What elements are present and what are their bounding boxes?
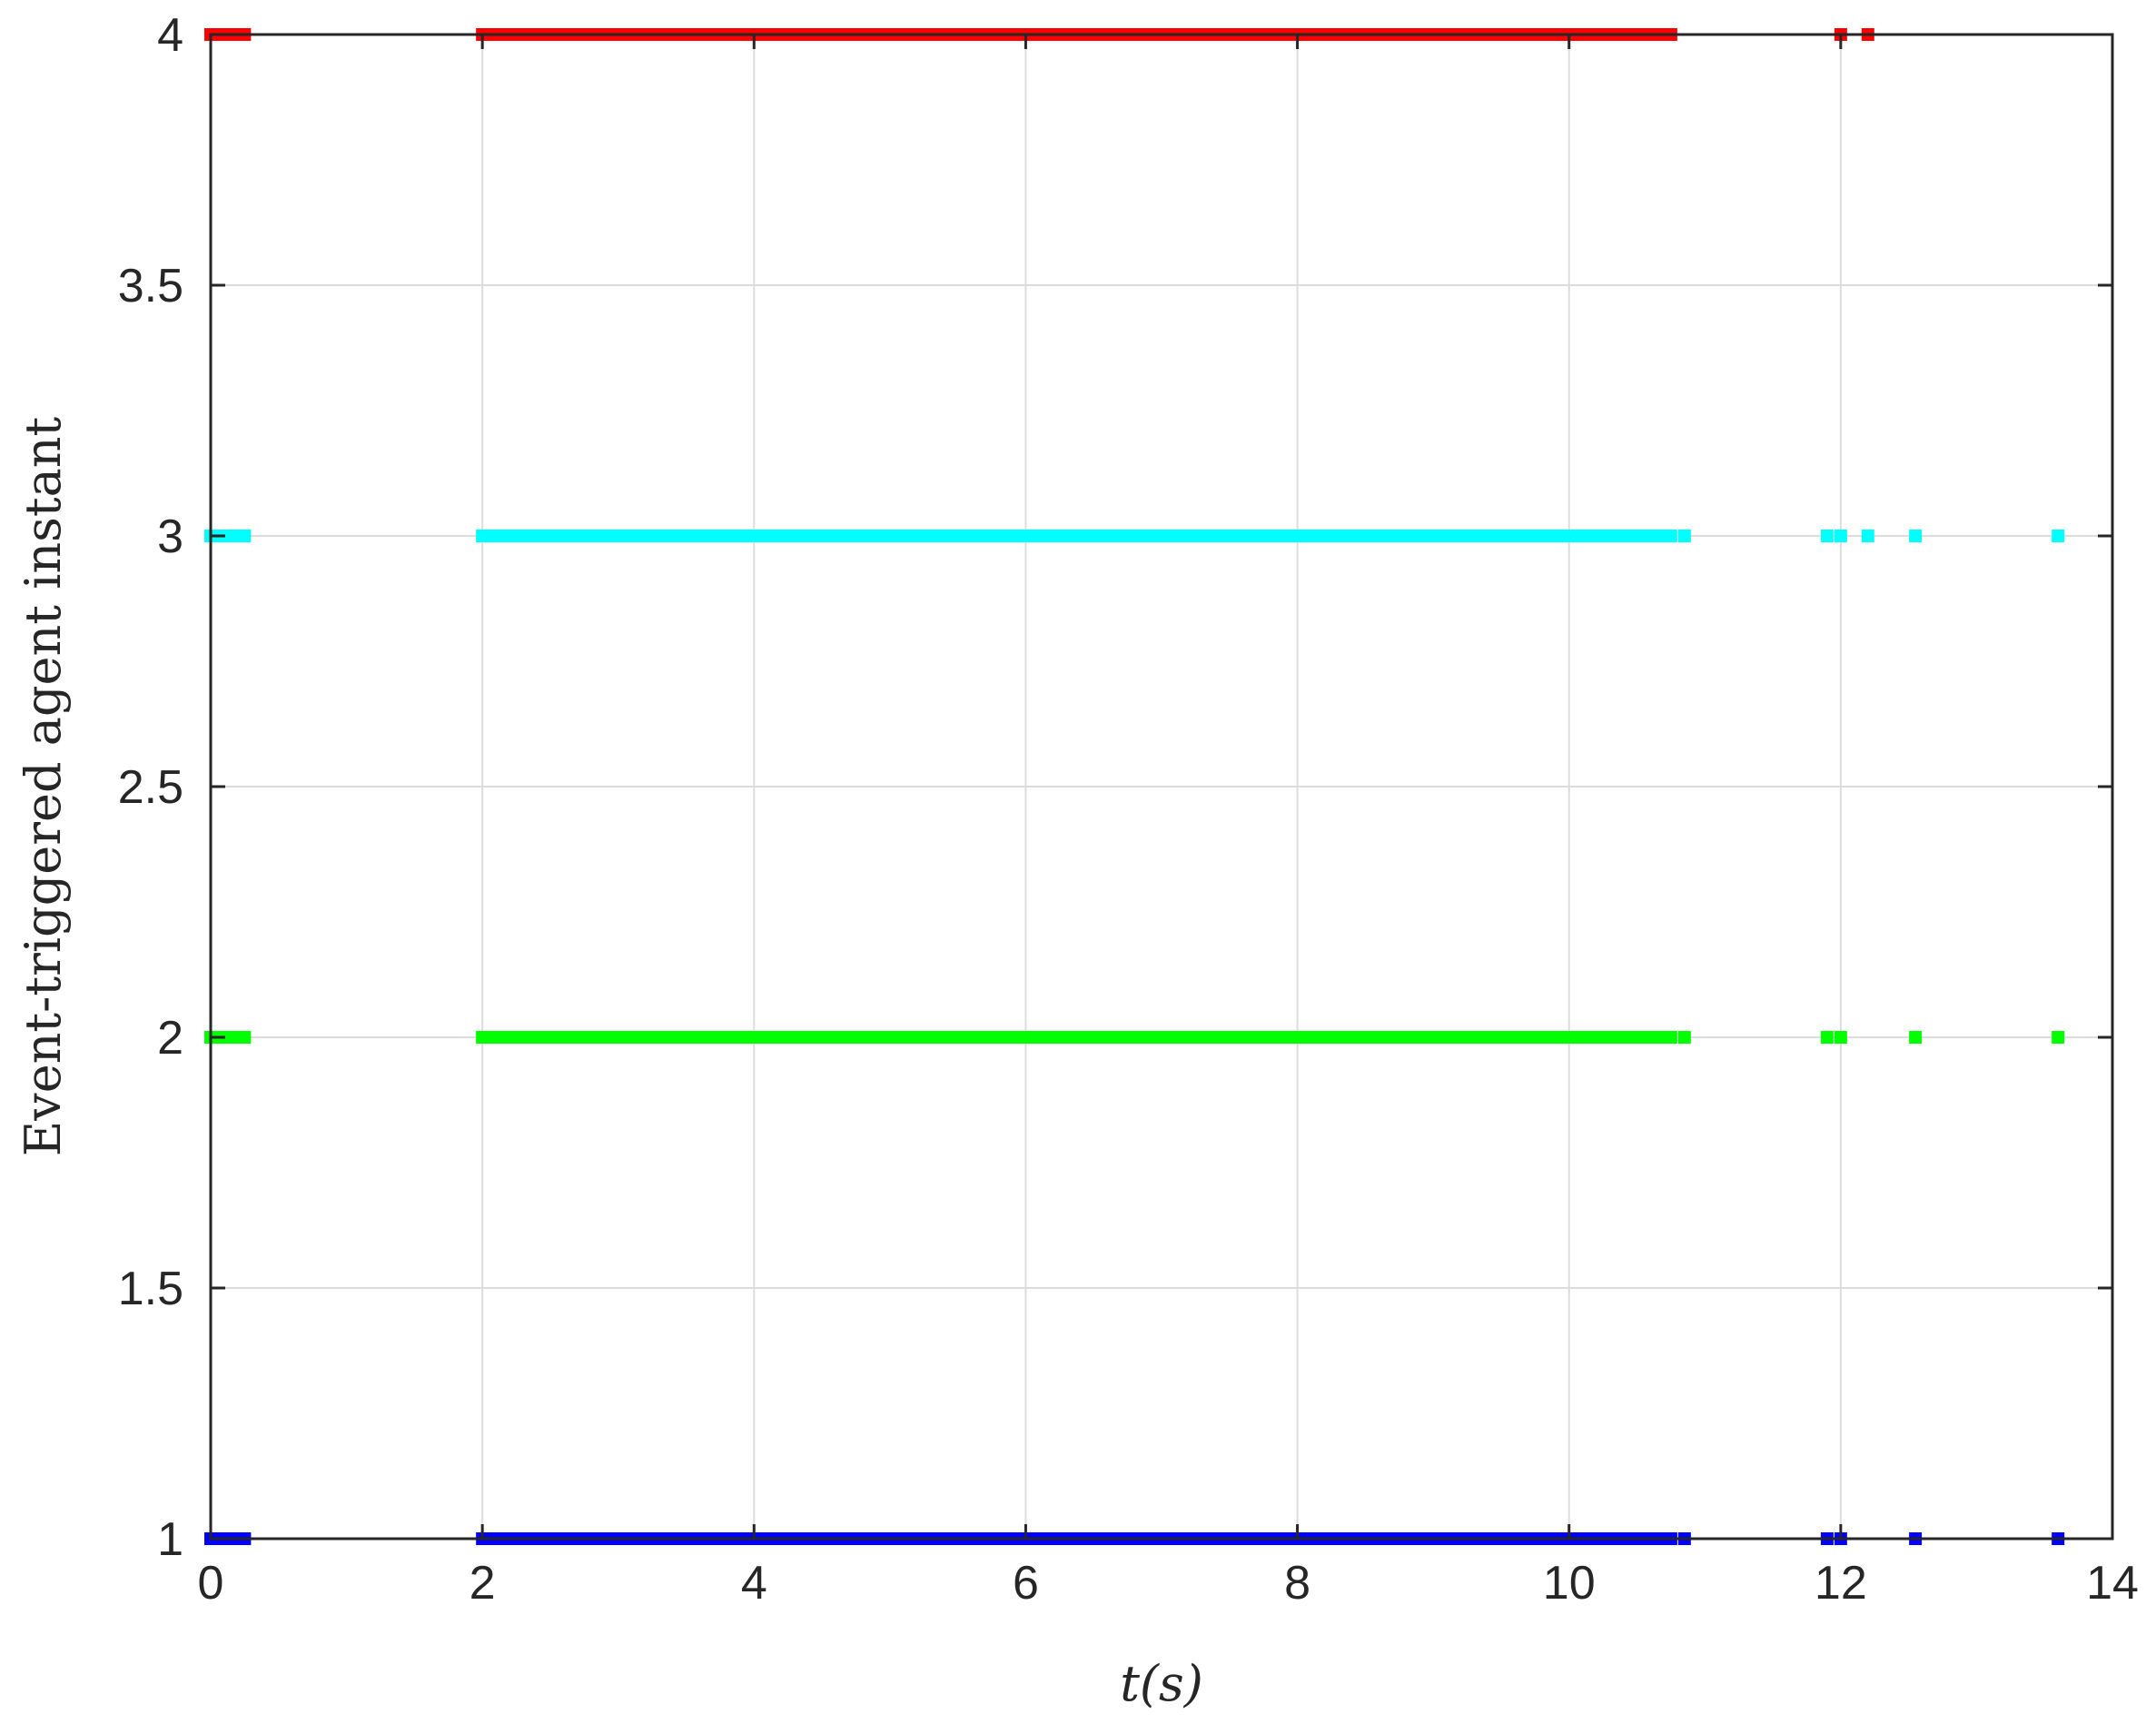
event-point — [2052, 530, 2065, 542]
y-tick-labels: 1 1.5 2 2.5 3 3.5 4 — [118, 9, 183, 1566]
event-point — [1909, 530, 1923, 542]
x-axis-label: t(s) — [1120, 1655, 1203, 1712]
y-tick-label: 2.5 — [118, 761, 183, 814]
x-tick-label: 6 — [1013, 1557, 1039, 1610]
y-tick-label: 1 — [157, 1513, 183, 1566]
event-point — [2052, 1031, 2065, 1044]
event-point — [1677, 530, 1691, 542]
x-axis-label-text: t(s) — [1120, 1655, 1203, 1712]
x-tick-label: 8 — [1284, 1557, 1310, 1610]
event-point — [1820, 530, 1834, 542]
x-tick-label: 0 — [198, 1557, 224, 1610]
x-tick-label: 12 — [1815, 1557, 1867, 1610]
y-tick-label: 2 — [157, 1012, 183, 1065]
event-point — [1834, 1031, 1847, 1044]
x-tick-label: 2 — [470, 1557, 496, 1610]
y-tick-label: 4 — [157, 9, 183, 62]
y-axis-label: Event-triggered agent instant — [15, 416, 72, 1156]
y-tick-label: 3 — [157, 510, 183, 563]
y-tick-label: 1.5 — [118, 1263, 183, 1315]
event-point — [1909, 1031, 1923, 1044]
y-tick-label: 3.5 — [118, 260, 183, 312]
x-tick-label: 10 — [1543, 1557, 1596, 1610]
x-tick-label: 14 — [2086, 1557, 2139, 1610]
event-point — [1834, 530, 1847, 542]
x-tick-label: 4 — [741, 1557, 767, 1610]
event-point — [1677, 1031, 1691, 1044]
tick-marks — [209, 33, 2114, 1541]
x-tick-labels: 0 2 4 6 8 10 12 14 — [198, 1557, 2139, 1610]
event-point — [1820, 1031, 1834, 1044]
event-point — [1861, 530, 1874, 542]
